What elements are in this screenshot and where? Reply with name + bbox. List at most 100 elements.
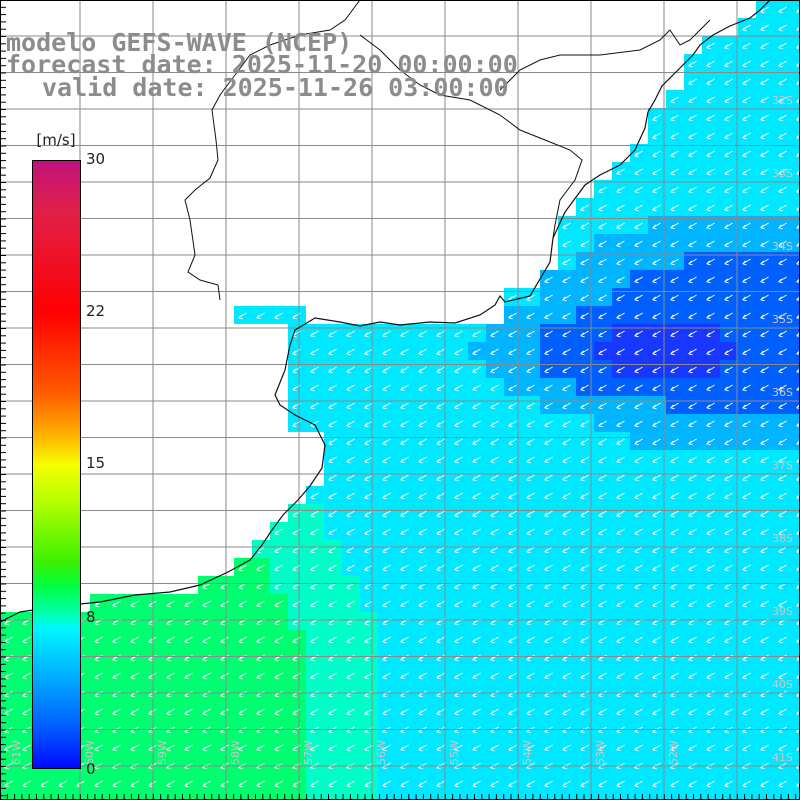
wind-arrow [328, 384, 337, 392]
wind-arrow [778, 6, 787, 14]
wind-arrow [184, 744, 193, 752]
wind-arrow [670, 780, 679, 788]
wind-arrow [256, 312, 265, 320]
wind-arrow [562, 456, 571, 464]
wind-arrow [166, 672, 175, 680]
wind-arrow [472, 600, 481, 608]
wind-arrow [562, 708, 571, 716]
wind-cell [792, 432, 800, 450]
wind-arrow [454, 366, 463, 374]
wind-arrow [400, 528, 409, 536]
wind-arrow [544, 744, 553, 752]
wind-arrow [652, 276, 661, 284]
wind-arrow [328, 420, 337, 428]
wind-arrow [472, 402, 481, 410]
wind-arrow [760, 564, 769, 572]
wind-arrow [256, 672, 265, 680]
wind-arrow [778, 150, 787, 158]
wind-arrow [472, 348, 481, 356]
wind-arrow [670, 402, 679, 410]
wind-arrow [580, 600, 589, 608]
wind-arrow [580, 546, 589, 554]
wind-arrow [454, 654, 463, 662]
lat-label: 40S [772, 678, 793, 691]
wind-arrow [382, 402, 391, 410]
wind-arrow [418, 330, 427, 338]
wind-arrow [220, 744, 229, 752]
wind-arrow [580, 672, 589, 680]
wind-arrow [544, 492, 553, 500]
wind-arrow [382, 744, 391, 752]
wind-arrow [130, 672, 139, 680]
wind-arrow [724, 150, 733, 158]
wind-arrow [706, 114, 715, 122]
wind-arrow [688, 78, 697, 86]
wind-arrow [472, 744, 481, 752]
wind-arrow [508, 420, 517, 428]
wind-arrow [490, 474, 499, 482]
wind-arrow [616, 528, 625, 536]
wind-arrow [742, 312, 751, 320]
wind-arrow [472, 456, 481, 464]
lat-label: 39S [772, 605, 793, 618]
wind-arrow [652, 366, 661, 374]
wind-arrow [400, 348, 409, 356]
wind-arrow [544, 636, 553, 644]
wind-arrow [526, 600, 535, 608]
wind-arrow [706, 474, 715, 482]
wind-arrow [598, 708, 607, 716]
wind-arrow [742, 402, 751, 410]
wind-arrow [382, 420, 391, 428]
wind-arrow [652, 510, 661, 518]
wind-arrow [616, 402, 625, 410]
wind-arrow [706, 186, 715, 194]
wind-arrow [652, 780, 661, 788]
wind-arrow [724, 168, 733, 176]
wind-cell [738, 792, 756, 800]
wind-arrow [742, 258, 751, 266]
wind-arrow [562, 402, 571, 410]
wind-arrow [742, 78, 751, 86]
wind-cell [792, 54, 800, 72]
wind-arrow [724, 654, 733, 662]
wind-arrow [436, 672, 445, 680]
wind-cell [486, 792, 504, 800]
wind-arrow [634, 510, 643, 518]
wind-arrow [652, 168, 661, 176]
wind-arrow [760, 204, 769, 212]
wind-arrow [418, 780, 427, 788]
wind-arrow [580, 366, 589, 374]
wind-arrow [742, 294, 751, 302]
wind-arrow [346, 456, 355, 464]
wind-arrow [724, 636, 733, 644]
wind-arrow [760, 348, 769, 356]
wind-arrow [670, 330, 679, 338]
wind-arrow [562, 258, 571, 266]
wind-arrow [364, 546, 373, 554]
wind-arrow [580, 276, 589, 284]
wind-arrow [4, 654, 13, 662]
wind-arrow [688, 546, 697, 554]
wind-arrow [238, 654, 247, 662]
wind-arrow [670, 672, 679, 680]
wind-arrow [508, 474, 517, 482]
wind-arrow [526, 780, 535, 788]
wind-arrow [508, 636, 517, 644]
wind-arrow [724, 744, 733, 752]
wind-arrow [616, 492, 625, 500]
wind-arrow [508, 348, 517, 356]
wind-arrow [472, 546, 481, 554]
wind-arrow [364, 564, 373, 572]
wind-arrow [94, 654, 103, 662]
wind-arrow [310, 528, 319, 536]
wind-cell [792, 702, 800, 720]
wind-arrow [598, 510, 607, 518]
wind-arrow [706, 654, 715, 662]
wind-arrow [670, 438, 679, 446]
wind-arrow [706, 204, 715, 212]
wind-cell [792, 756, 800, 774]
wind-arrow [436, 708, 445, 716]
wind-arrow [544, 276, 553, 284]
wind-arrow [238, 564, 247, 572]
